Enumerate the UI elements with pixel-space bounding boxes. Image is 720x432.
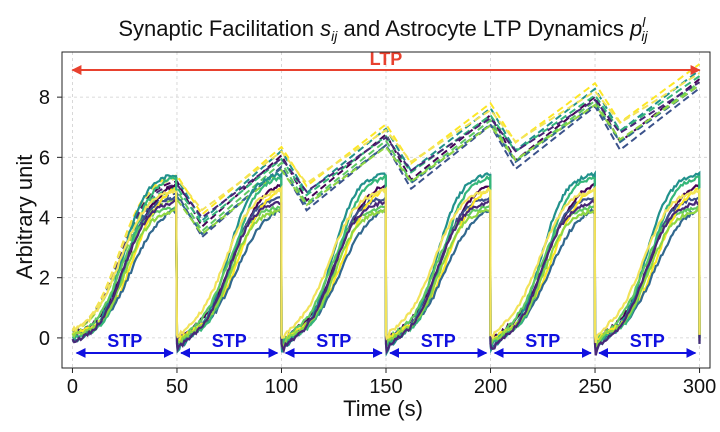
y-tick-label: 6	[39, 147, 50, 169]
x-tick-label: 150	[369, 376, 402, 398]
y-tick-label: 0	[39, 328, 50, 350]
stp-label: STP	[316, 331, 351, 351]
stp-series-group	[71, 170, 701, 357]
x-tick-label: 100	[265, 376, 298, 398]
x-axis-label: Time (s)	[343, 396, 423, 421]
stp-label: STP	[212, 331, 247, 351]
stp-label: STP	[630, 331, 665, 351]
x-tick-label: 0	[67, 376, 78, 398]
stp-label: STP	[525, 331, 560, 351]
stp-series-line	[71, 198, 701, 356]
x-tick-label: 250	[578, 376, 611, 398]
x-tick-label: 50	[166, 376, 188, 398]
stp-series-line	[71, 185, 701, 344]
ltp-label: LTP	[370, 49, 403, 69]
stp-label: STP	[421, 331, 456, 351]
stp-label: STP	[107, 331, 142, 351]
y-tick-label: 2	[39, 268, 50, 290]
ltp-series-line	[72, 63, 701, 332]
y-axis-label: Arbitrary unit	[12, 155, 37, 280]
x-axis-ticks: 0 50 100 150 200 250 300	[67, 368, 716, 398]
x-tick-label: 300	[683, 376, 716, 398]
ltp-series-line	[72, 84, 701, 333]
y-axis-ticks: 0 2 4 6 8	[39, 87, 62, 350]
annotations: LTP STP STP STP STP STP STP	[71, 49, 701, 358]
y-tick-label: 8	[39, 87, 50, 109]
y-tick-label: 4	[39, 208, 50, 230]
x-tick-label: 200	[474, 376, 507, 398]
chart-title: Synaptic Facilitation sij and Astrocyte …	[118, 14, 648, 44]
